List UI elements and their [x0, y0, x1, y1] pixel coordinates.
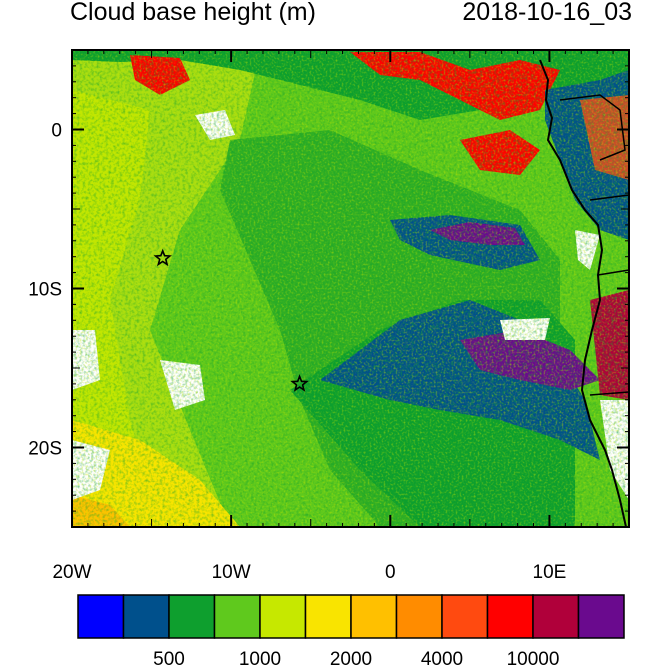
- colorbar-box: [77, 594, 125, 639]
- map-timestamp: 2018-10-16_03: [462, 0, 632, 26]
- colorbar-box: [304, 594, 352, 639]
- colorbar-box: [486, 594, 534, 639]
- lat-tick-label: 20S: [28, 439, 62, 460]
- colorbar-label: 1000: [239, 649, 281, 667]
- lon-tick-label: 0: [385, 562, 396, 583]
- colorbar-box: [350, 594, 398, 639]
- map-markers: [153, 248, 309, 392]
- star-marker-1: [153, 248, 172, 267]
- star-marker-2: [290, 374, 309, 392]
- cloud-field: [72, 50, 629, 527]
- colorbar: 500 1000 2000 4000 10000: [77, 594, 625, 667]
- colorbar-box: [168, 594, 216, 639]
- colorbar-label: 2000: [330, 649, 372, 667]
- colorbar-label: 4000: [421, 649, 463, 667]
- lat-tick-label: 0: [51, 121, 62, 142]
- colorbar-label: 500: [153, 649, 185, 667]
- lon-tick-label: 10E: [533, 562, 567, 583]
- colorbar-box: [577, 594, 625, 639]
- colorbar-box: [395, 594, 443, 639]
- colorbar-box: [122, 594, 170, 639]
- lat-tick-label: 10S: [28, 280, 62, 301]
- borders: [559, 94, 629, 396]
- colorbar-box: [441, 594, 489, 639]
- colorbar-box: [532, 594, 580, 639]
- lon-tick-label: 20W: [52, 562, 91, 583]
- field-speckle-yellow: [72, 50, 629, 527]
- map-title: Cloud base height (m): [70, 0, 316, 26]
- lon-tick-label: 10W: [212, 562, 251, 583]
- map-ticks: [71, 49, 630, 528]
- colorbar-box: [213, 594, 261, 639]
- colorbar-box: [259, 594, 307, 639]
- coastline: [539, 59, 627, 527]
- map-tick-labels: 20W 10W 0 10E 0 10S 20S: [28, 121, 566, 584]
- colorbar-label: 10000: [507, 649, 560, 667]
